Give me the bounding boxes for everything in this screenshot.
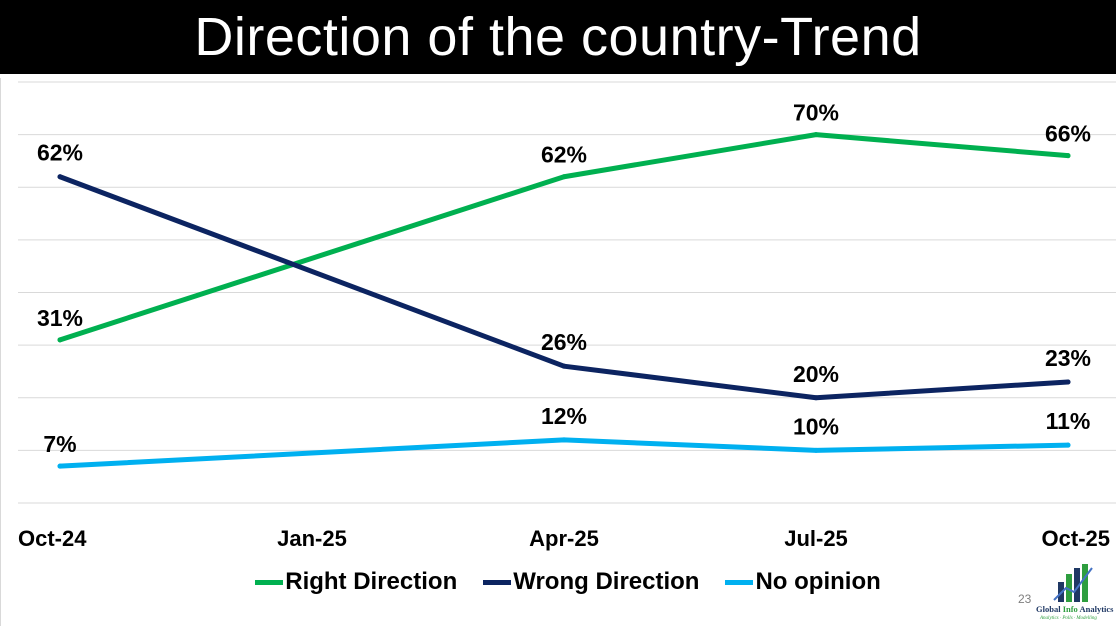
data-point <box>1065 153 1071 159</box>
data-point <box>561 363 567 369</box>
x-tick-label: Jan-25 <box>277 526 347 551</box>
legend-label-no-opinion: No opinion <box>755 568 881 595</box>
data-point <box>813 395 819 401</box>
data-point <box>813 447 819 453</box>
data-point <box>813 132 819 138</box>
legend-swatch-wrong-direction <box>483 579 512 585</box>
data-point <box>1065 442 1071 448</box>
x-tick-label: Apr-25 <box>529 526 599 551</box>
series-line-wrong-direction <box>57 174 1071 401</box>
data-point <box>561 437 567 443</box>
data-label: 26% <box>541 329 587 355</box>
series-line-right-direction <box>57 132 1071 343</box>
page-title: Direction of the country-Trend <box>194 7 922 67</box>
x-tick-label: Oct-24 <box>18 526 87 551</box>
data-label: 62% <box>37 140 83 166</box>
legend-label-wrong-direction: Wrong Direction <box>513 568 700 595</box>
chart-legend: Right Direction Wrong Direction No opini… <box>0 566 1116 598</box>
data-label: 70% <box>793 100 839 126</box>
x-tick-label: Jul-25 <box>784 526 848 551</box>
series-line-no-opinion <box>57 437 1071 469</box>
data-label: 11% <box>1046 408 1091 434</box>
x-tick-label: Oct-25 <box>1042 526 1110 551</box>
data-point <box>57 463 63 469</box>
data-label: 7% <box>43 431 76 457</box>
company-logo-icon <box>1053 564 1093 602</box>
data-label: 10% <box>793 413 839 439</box>
data-label: 31% <box>37 305 83 331</box>
data-label: 12% <box>541 403 587 429</box>
data-point <box>57 174 63 180</box>
legend-item-right-direction: Right Direction <box>255 568 457 596</box>
legend-swatch-no-opinion <box>725 579 754 585</box>
legend-item-wrong-direction: Wrong Direction <box>483 568 699 596</box>
data-label: 20% <box>793 361 839 387</box>
data-point <box>561 174 567 180</box>
logo-tagline: Analytics · Polls · Modelling <box>1040 616 1097 621</box>
legend-item-no-opinion: No opinion <box>725 568 881 596</box>
slide-number: 23 <box>1018 592 1032 606</box>
chart-frame <box>0 78 1116 626</box>
data-label: 66% <box>1045 121 1091 147</box>
logo-text: Global Info Analytics <box>1036 604 1114 614</box>
legend-swatch-right-direction <box>255 579 284 585</box>
data-point <box>57 337 63 343</box>
data-point <box>1065 379 1071 385</box>
data-label: 62% <box>541 142 587 168</box>
data-label: 23% <box>1045 345 1091 371</box>
title-bar: Direction of the country-Trend <box>0 0 1116 74</box>
legend-label-right-direction: Right Direction <box>285 568 458 595</box>
